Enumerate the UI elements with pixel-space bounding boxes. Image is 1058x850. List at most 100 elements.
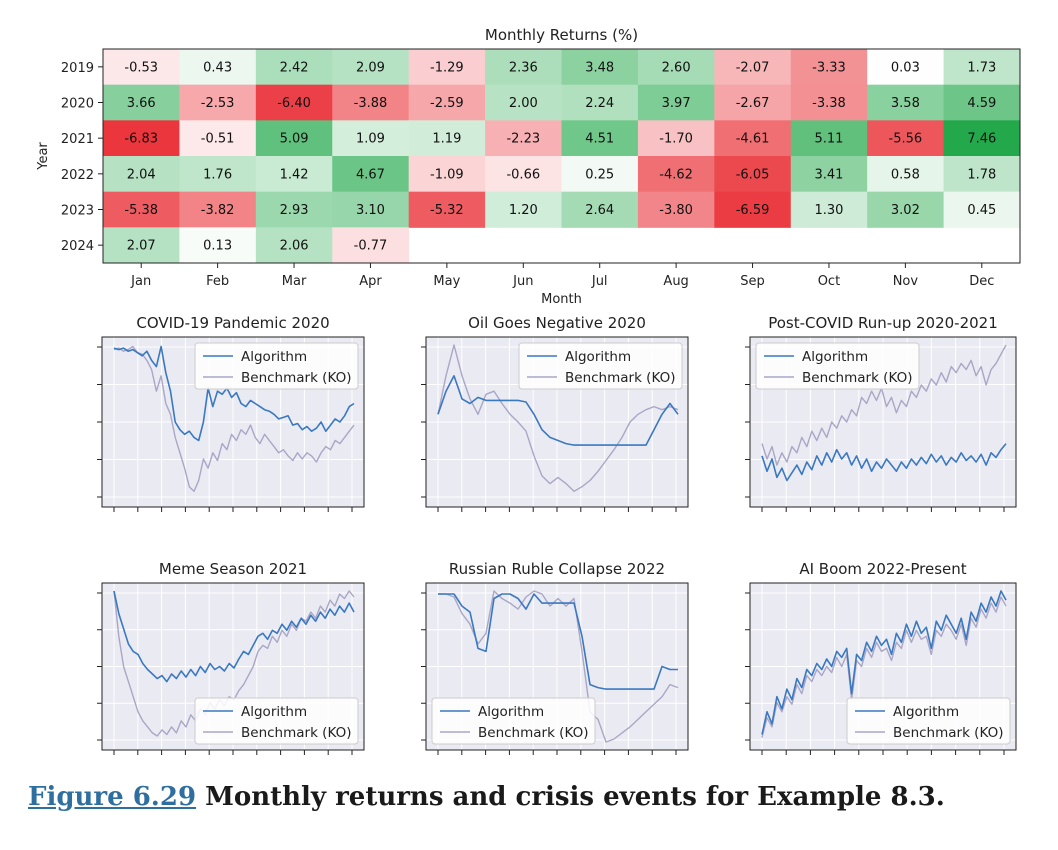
- heatmap-cell-label: 2.04: [127, 167, 156, 182]
- heatmap-cell-label: -1.70: [659, 132, 693, 147]
- heatmap-cell-label: -5.32: [430, 203, 464, 218]
- heatmap-cell-label: -3.38: [812, 96, 846, 111]
- heatmap-cell: [408, 84, 486, 121]
- heatmap-cell-label: -0.77: [354, 239, 388, 254]
- panel-title: Russian Ruble Collapse 2022: [449, 560, 665, 578]
- crisis-event-panels: COVID-19 Pandemic 2020 Algorithm Benchmark…: [97, 314, 1017, 755]
- panel-frame: [101, 582, 365, 751]
- x-tick-label: May: [433, 274, 460, 289]
- heatmap-cell-label: 0.13: [203, 239, 232, 254]
- algorithm-line: [761, 443, 1007, 482]
- heatmap-cell-label: 4.67: [356, 167, 385, 182]
- heatmap-cell: [714, 156, 792, 193]
- heatmap-cell: [179, 156, 257, 193]
- crisis-panel: Russian Ruble Collapse 2022 Algorithm Benc…: [421, 560, 689, 755]
- legend-box: [755, 342, 920, 390]
- legend-label: Algorithm: [565, 349, 631, 365]
- heatmap-cell: [714, 49, 792, 86]
- heatmap-cell: [179, 49, 257, 86]
- y-tick-label: 2022: [61, 168, 94, 183]
- heatmap-cell: [714, 120, 792, 157]
- heatmap-cell-label: 2.93: [280, 203, 309, 218]
- heatmap-cell-label: 2.09: [356, 60, 385, 75]
- heatmap-cell: [332, 84, 410, 121]
- heatmap-cell-label: 1.30: [814, 203, 843, 218]
- heatmap-cell-label: 2.06: [280, 239, 309, 254]
- heatmap-cell-label: 2.07: [127, 239, 156, 254]
- legend: Algorithm Benchmark (KO): [431, 697, 596, 745]
- heatmap-cell: [408, 156, 486, 193]
- heatmap-cell: [255, 120, 333, 157]
- heatmap-cell-label: 2.60: [662, 60, 691, 75]
- heatmap-cell-label: -3.88: [354, 96, 388, 111]
- heatmap-cell-label: 3.58: [891, 96, 920, 111]
- heatmap-cell-label: 0.58: [891, 167, 920, 182]
- heatmap-cell-label: 5.09: [280, 132, 309, 147]
- heatmap-cell-label: 5.11: [814, 132, 843, 147]
- heatmap-cell: [255, 191, 333, 228]
- heatmap-cell-label: 2.42: [280, 60, 309, 75]
- figure-link[interactable]: Figure 6.29: [28, 782, 197, 812]
- heatmap-cell: [561, 191, 639, 228]
- heatmap-cell: [943, 49, 1021, 86]
- legend: Algorithm Benchmark (KO): [194, 697, 359, 745]
- heatmap-cell: [790, 49, 868, 86]
- heatmap-cell: [485, 156, 562, 193]
- heatmap-cell-label: -4.62: [659, 167, 693, 182]
- legend-label: Benchmark (KO): [565, 370, 675, 386]
- x-tick-label: Jun: [512, 274, 533, 289]
- heatmap-cell: [485, 120, 562, 157]
- heatmap-cell-label: 1.73: [967, 60, 996, 75]
- legend: Algorithm Benchmark (KO): [755, 342, 920, 390]
- heatmap-cell-label: 1.19: [432, 132, 461, 147]
- heatmap-cell-label: -5.38: [124, 203, 158, 218]
- legend-label: Benchmark (KO): [893, 725, 1003, 741]
- benchmark-line: [438, 590, 679, 743]
- heatmap-cell: [867, 120, 945, 157]
- heatmap-cell: [408, 49, 486, 86]
- benchmark-line: [113, 345, 355, 492]
- legend: Algorithm Benchmark (KO): [518, 342, 683, 390]
- heatmap-cell-label: 0.43: [203, 60, 232, 75]
- x-tick-label: Jan: [130, 274, 151, 289]
- heatmap-cell-label: 0.25: [585, 167, 614, 182]
- heatmap-cell-label: -6.59: [736, 203, 770, 218]
- heatmap-cell: [179, 84, 257, 121]
- heatmap-cell-label: -2.59: [430, 96, 464, 111]
- heatmap-cells: -0.53 0.43 2.42 2.09 -1.29 2.36 3.48 2.60 -2.07 -…: [103, 49, 1021, 264]
- heatmap-cell-label: 7.46: [967, 132, 996, 147]
- heatmap-cell-label: -2.53: [201, 96, 235, 111]
- benchmark-line: [761, 344, 1007, 466]
- heatmap-cell: [255, 227, 333, 264]
- x-tick-label: Sep: [740, 274, 765, 289]
- heatmap-cell: [332, 49, 410, 86]
- heatmap-cell: [332, 227, 410, 264]
- crisis-panel: Meme Season 2021 Algorithm Benchmark (KO): [97, 560, 365, 755]
- legend-label: Benchmark (KO): [241, 725, 351, 741]
- heatmap-cell-label: 2.64: [585, 203, 614, 218]
- x-tick-label: Apr: [359, 274, 382, 289]
- heatmap-cell-label: -6.40: [277, 96, 311, 111]
- y-tick-label: 2023: [61, 204, 94, 219]
- x-tick-label: Nov: [893, 274, 919, 289]
- panel-title: Meme Season 2021: [159, 560, 307, 578]
- algorithm-line: [761, 590, 1007, 735]
- heatmap-cell: [790, 120, 868, 157]
- heatmap-cell-label: -1.29: [430, 60, 464, 75]
- benchmark-line: [761, 596, 1007, 738]
- heatmap-cell: [332, 156, 410, 193]
- heatmap-cell: [867, 156, 945, 193]
- heatmap-cell-label: 3.48: [585, 60, 614, 75]
- heatmap-cell-label: 4.59: [967, 96, 996, 111]
- x-tick-label: Feb: [206, 274, 229, 289]
- heatmap-cell: [179, 120, 257, 157]
- panel-title: COVID-19 Pandemic 2020: [136, 314, 329, 332]
- heatmap-cell-label: 1.78: [967, 167, 996, 182]
- legend-box: [194, 697, 359, 745]
- panel-frame: [425, 336, 689, 508]
- legend-label: Benchmark (KO): [478, 725, 588, 741]
- heatmap-cell: [561, 49, 639, 86]
- heatmap-cell: [103, 227, 180, 264]
- algorithm-line: [437, 374, 679, 446]
- heatmap-cell-label: -6.83: [124, 132, 158, 147]
